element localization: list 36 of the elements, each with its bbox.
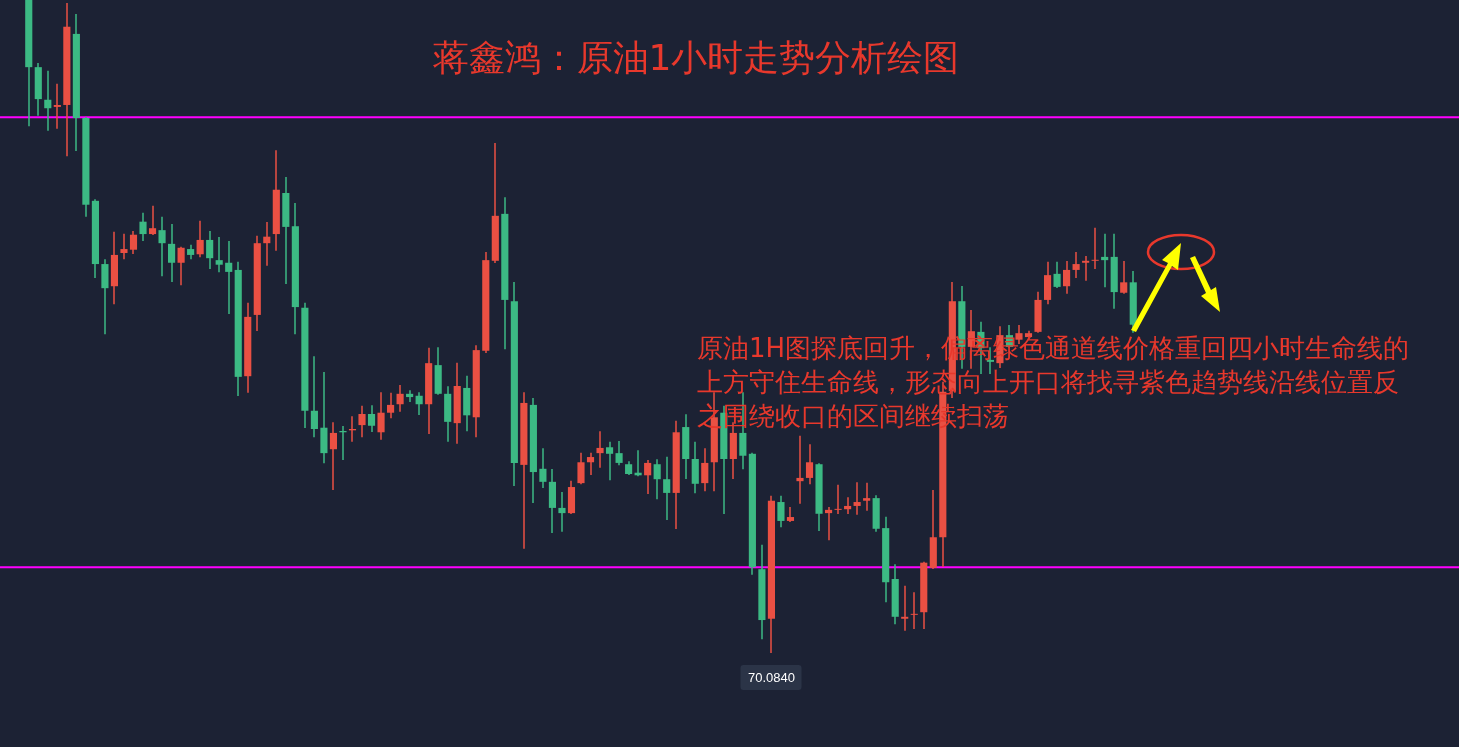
- candlestick: [215, 236, 223, 273]
- candlestick: [1120, 261, 1128, 294]
- candlestick: [148, 205, 157, 236]
- text: 蒋鑫鸿：原油1小时走势分析绘图: [431, 36, 961, 80]
- candlestick: [320, 371, 328, 464]
- candlestick: [158, 216, 166, 277]
- candlestick: [834, 484, 842, 515]
- candlestick: [282, 177, 290, 284]
- candlestick: [1082, 255, 1090, 281]
- candlestick: [310, 356, 318, 438]
- candlestick: [844, 497, 852, 515]
- candlestick: [596, 431, 604, 468]
- candlestick: [586, 452, 595, 475]
- candlestick: [406, 390, 414, 402]
- candlestick: [605, 441, 614, 481]
- annotation: 70.0840: [740, 665, 802, 690]
- candlestick: [910, 592, 918, 629]
- candlestick: [901, 585, 909, 631]
- candlestick: [101, 259, 109, 335]
- candlestick: [1091, 227, 1099, 269]
- candlestick: [558, 491, 566, 532]
- candlestick: [1101, 233, 1109, 288]
- candlestick: [168, 223, 176, 283]
- candlestick: [539, 448, 547, 489]
- candlestick: [786, 506, 795, 522]
- candlestick: [796, 435, 804, 504]
- candlestick: [225, 240, 233, 314]
- candlestick: [853, 482, 861, 515]
- candlestick: [1072, 251, 1080, 279]
- candlestick: [663, 456, 671, 520]
- candlestick: [53, 83, 61, 129]
- candlestick: [120, 233, 128, 260]
- candlestick: [863, 482, 871, 511]
- candlestick: [329, 422, 338, 490]
- candlestick: [824, 506, 833, 541]
- candlestick: [44, 70, 52, 131]
